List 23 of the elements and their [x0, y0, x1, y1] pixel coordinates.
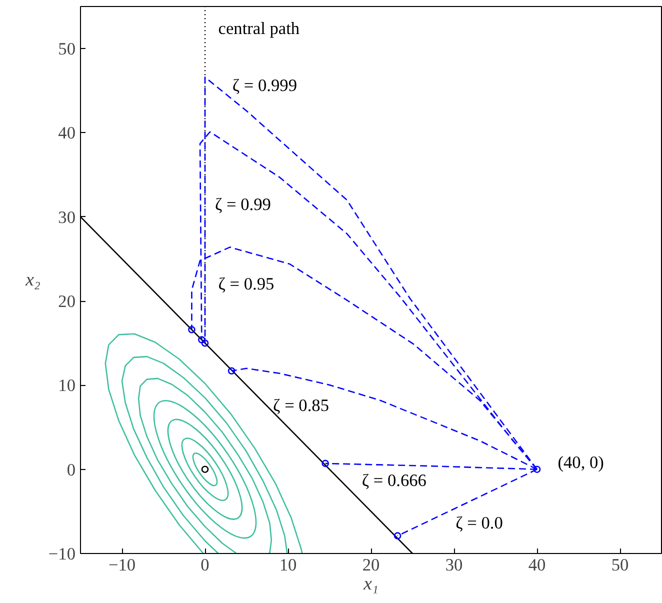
annotation: ζ = 0.85 [273, 396, 329, 415]
y-tick-label: 30 [58, 208, 76, 227]
y-tick-label: 50 [58, 40, 76, 59]
x-tick-label: 40 [528, 556, 546, 574]
annotation: ζ = 0.99 [214, 194, 271, 214]
x-tick-label: 10 [279, 556, 297, 574]
x-tick-label: −10 [108, 556, 136, 574]
y-axis-title: x₂ [24, 270, 41, 290]
x-tick-label: 20 [362, 556, 380, 574]
y-tick-label: 40 [58, 124, 76, 143]
annotation: (40, 0) [558, 453, 604, 472]
x-tick-label: 50 [611, 556, 629, 574]
x-tick-label: 0 [200, 556, 210, 574]
x-axis-title: x₁ [362, 574, 378, 594]
y-tick-label: 20 [58, 292, 76, 312]
y-tick-label: 10 [58, 376, 76, 396]
annotation: ζ = 0.666 [362, 470, 427, 490]
x-tick-label: 30 [445, 556, 463, 574]
y-tick-label: 0 [66, 460, 76, 480]
annotation: ζ = 0.999 [232, 76, 297, 96]
annotation: ζ = 0.0 [456, 514, 503, 533]
annotation: ζ = 0.95 [218, 274, 274, 294]
annotation: central path [218, 18, 300, 38]
